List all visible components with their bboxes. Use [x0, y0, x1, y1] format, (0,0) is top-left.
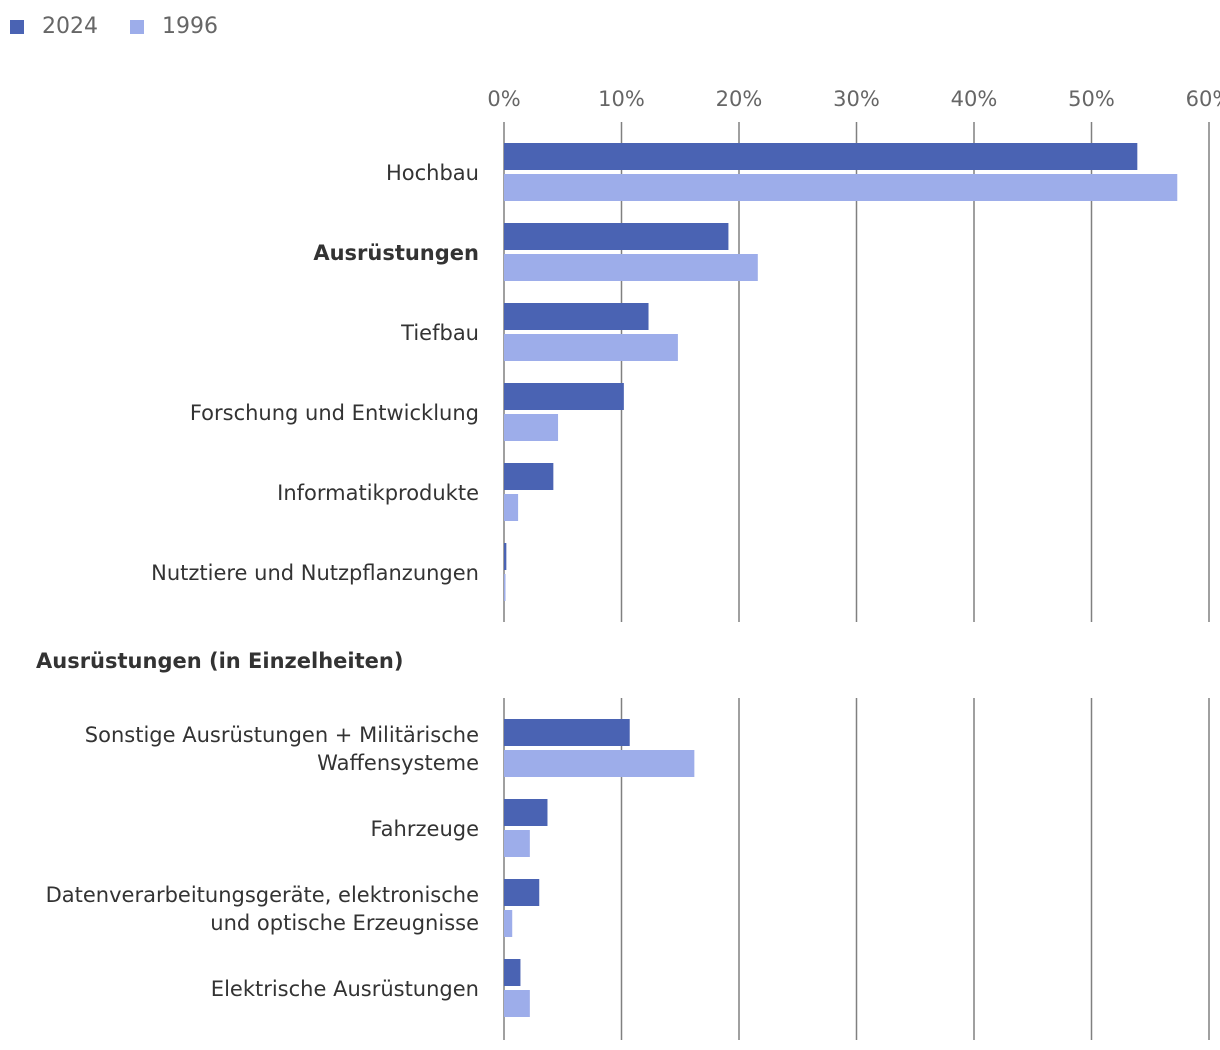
x-tick-label: 20%: [716, 87, 763, 111]
category-label: und optische Erzeugnisse: [210, 911, 479, 935]
bar-2024: [504, 143, 1138, 170]
legend-swatch-1996: [130, 19, 144, 34]
bar-2024: [504, 543, 507, 570]
bar-2024: [504, 383, 624, 410]
legend-label-2024: 2024: [42, 14, 98, 39]
bar-2024: [504, 959, 521, 986]
category-label: Sonstige Ausrüstungen + Militärische: [85, 723, 479, 747]
legend-item-2024[interactable]: 2024: [10, 14, 98, 39]
bar-1996: [504, 990, 530, 1017]
x-tick-label: 10%: [598, 87, 645, 111]
bar-1996: [504, 334, 678, 361]
bar-2024: [504, 879, 540, 906]
category-label: Ausrüstungen: [313, 241, 479, 265]
panel-title: Ausrüstungen (in Einzelheiten): [36, 649, 403, 673]
bar-1996: [504, 254, 758, 281]
bar-2024: [504, 463, 554, 490]
category-label: Fahrzeuge: [371, 817, 479, 841]
category-label: Elektrische Ausrüstungen: [211, 977, 479, 1001]
category-label: Tiefbau: [400, 321, 479, 345]
bar-2024: [504, 303, 649, 330]
bar-1996: [504, 910, 513, 937]
bar-1996: [504, 414, 559, 441]
legend-swatch-2024: [10, 19, 24, 34]
x-tick-label: 60%: [1186, 87, 1220, 111]
category-label: Hochbau: [386, 161, 479, 185]
category-label: Forschung und Entwicklung: [190, 401, 479, 425]
legend-item-1996[interactable]: 1996: [130, 14, 218, 39]
bar-2024: [504, 799, 548, 826]
x-tick-label: 0%: [487, 87, 520, 111]
bar-1996: [504, 830, 530, 857]
category-label: Waffensysteme: [317, 751, 479, 775]
bar-1996: [504, 174, 1178, 201]
bar-1996: [504, 750, 695, 777]
category-label: Datenverarbeitungsgeräte, elektronische: [46, 883, 479, 907]
x-tick-label: 40%: [951, 87, 998, 111]
x-tick-label: 50%: [1068, 87, 1115, 111]
x-tick-label: 30%: [833, 87, 880, 111]
bar-1996: [504, 494, 519, 521]
legend: 2024 1996: [10, 14, 250, 39]
bar-2024: [504, 223, 729, 250]
category-label: Nutztiere und Nutzpflanzungen: [151, 561, 479, 585]
legend-label-1996: 1996: [162, 14, 218, 39]
bar-1996: [504, 574, 506, 601]
bar-2024: [504, 719, 630, 746]
category-label: Informatikprodukte: [277, 481, 479, 505]
